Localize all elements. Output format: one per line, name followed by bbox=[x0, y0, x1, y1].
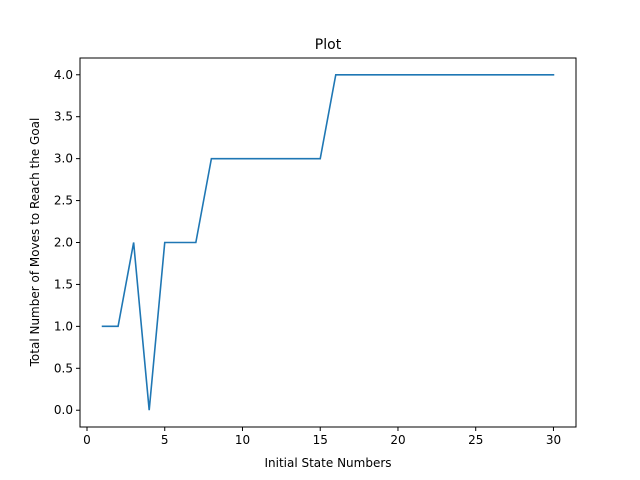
y-tick-label: 1.0 bbox=[54, 319, 73, 333]
y-tick-label: 3.5 bbox=[54, 110, 73, 124]
x-tick-label: 0 bbox=[83, 433, 91, 447]
y-tick-label: 4.0 bbox=[54, 68, 73, 82]
y-tick-label: 1.5 bbox=[54, 277, 73, 291]
x-tick-label: 10 bbox=[235, 433, 250, 447]
x-axis-label: Initial State Numbers bbox=[264, 456, 391, 470]
y-tick-label: 0.5 bbox=[54, 361, 73, 375]
y-axis-ticks: 0.0 0.5 1.0 1.5 2.0 2.5 3.0 3.5 4.0 bbox=[54, 68, 80, 417]
x-axis-ticks: 0 5 10 15 20 25 30 bbox=[83, 427, 561, 447]
y-tick-label: 2.0 bbox=[54, 236, 73, 250]
axes-frame bbox=[79, 57, 577, 428]
x-tick-label: 15 bbox=[313, 433, 328, 447]
plot-area bbox=[101, 73, 555, 411]
y-axis-label: Total Number of Moves to Reach the Goal bbox=[28, 118, 42, 368]
x-tick-label: 30 bbox=[546, 433, 561, 447]
chart-title: Plot bbox=[315, 37, 342, 53]
x-tick-label: 20 bbox=[390, 433, 405, 447]
series-line bbox=[101, 73, 555, 411]
y-tick-label: 2.5 bbox=[54, 194, 73, 208]
y-tick-label: 3.0 bbox=[54, 152, 73, 166]
x-tick-label: 25 bbox=[468, 433, 483, 447]
y-tick-label: 0.0 bbox=[54, 403, 73, 417]
x-tick-label: 5 bbox=[161, 433, 169, 447]
